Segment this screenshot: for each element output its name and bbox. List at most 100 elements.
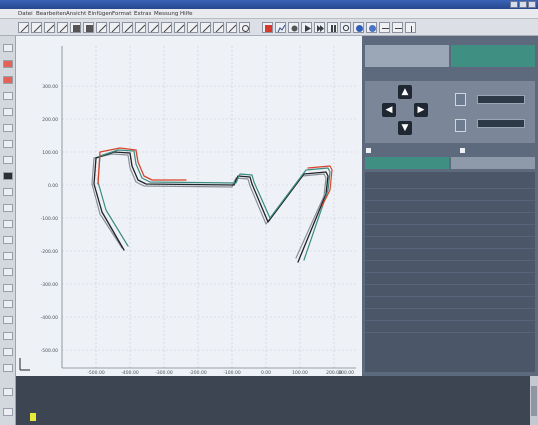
minimize-button[interactable] [510,1,518,8]
line-tool-8-icon[interactable] [187,22,198,33]
export-icon[interactable] [392,22,403,33]
result-row[interactable] [365,322,535,333]
line-tool-7-icon[interactable] [174,22,185,33]
line-tool-icon[interactable] [96,22,107,33]
palette-tool-pointer-icon[interactable] [3,44,13,52]
settings-icon[interactable] [288,22,299,33]
maximize-button[interactable] [519,1,527,8]
palette-tool-text-icon[interactable] [3,156,13,164]
menu-item-ansicht[interactable]: Ansicht [66,11,87,17]
palette-tool-zoom-icon[interactable] [3,252,13,260]
line-tool-6-icon[interactable] [161,22,172,33]
palette-tool-arc-icon[interactable] [3,108,13,116]
line-tool-4-icon[interactable] [135,22,146,33]
measure-icon[interactable] [239,22,250,33]
help-icon[interactable] [366,22,377,33]
menu-item-messung[interactable]: Messung [154,11,179,17]
result-row[interactable] [365,298,535,309]
line-tool-3-icon[interactable] [122,22,133,33]
menu-item-hilfe[interactable]: Hilfe [180,11,193,17]
palette-tool-pan-icon[interactable] [3,268,13,276]
palette-tool-snap-icon[interactable] [3,300,13,308]
palette-tool-angle-icon[interactable] [3,204,13,212]
fast-forward-icon[interactable] [314,22,325,33]
palette-tool-radius-icon[interactable] [3,220,13,228]
tab-left[interactable] [365,45,449,67]
checkbox-2[interactable] [460,148,467,154]
menu-item-datei[interactable]: Datei [18,11,33,17]
arrow-right-icon[interactable]: ▶ [414,103,428,117]
save-icon[interactable] [31,22,42,33]
y-tick-label: 300.00 [42,84,58,90]
result-row[interactable] [365,202,535,213]
tab-details[interactable] [451,157,535,169]
line-tool-11-icon[interactable] [226,22,237,33]
step-down-button[interactable] [455,119,466,132]
globe-icon[interactable] [353,22,364,33]
result-row[interactable] [365,238,535,249]
pause-icon[interactable] [327,22,338,33]
palette-tool-red-2-icon[interactable] [3,76,13,84]
result-row[interactable] [365,226,535,237]
palette-tool-line-icon[interactable] [3,92,13,100]
stop-icon[interactable] [262,22,273,33]
step-up-button[interactable] [455,93,466,106]
line-tool-2-icon[interactable] [109,22,120,33]
result-row[interactable] [365,190,535,201]
checkbox-1-box[interactable] [366,148,371,153]
grid-dense-icon[interactable] [83,22,94,33]
options-icon[interactable] [379,22,390,33]
menu-item-extras[interactable]: Extras [134,11,152,17]
palette-tool-extra-2-icon[interactable] [3,408,13,416]
chart-icon[interactable] [275,22,286,33]
close-button[interactable] [528,1,536,8]
palette-tool-circle-icon[interactable] [3,124,13,132]
scrollbar-thumb[interactable] [531,386,537,416]
line-tool-10-icon[interactable] [213,22,224,33]
checkbox-2-box[interactable] [460,148,465,153]
palette-tool-fill-icon[interactable] [3,172,13,180]
result-row[interactable] [365,286,535,297]
profile-graph[interactable]: 300.00 200.00 100.00 0.00 -100.00 -200.0… [16,36,362,376]
palette-tool-redo-icon[interactable] [3,364,13,372]
grid-icon[interactable] [70,22,81,33]
palette-tool-undo-icon[interactable] [3,348,13,356]
menu-item-bearbeiten[interactable]: Bearbeiten [36,11,67,17]
result-row[interactable] [365,262,535,273]
tab-right[interactable] [451,45,535,67]
value-field-2[interactable] [477,119,525,128]
print-icon[interactable] [44,22,55,33]
result-row[interactable] [365,178,535,189]
result-row[interactable] [365,310,535,321]
x-tick-label: -300.00 [155,370,173,376]
line-tool-5-icon[interactable] [148,22,159,33]
palette-tool-delete-icon[interactable] [3,332,13,340]
palette-tool-grid-icon[interactable] [3,284,13,292]
result-row[interactable] [365,214,535,225]
value-field-1[interactable] [477,95,525,104]
info-icon[interactable] [405,22,416,33]
palette-tool-distance-icon[interactable] [3,236,13,244]
palette-tool-red-icon[interactable] [3,60,13,68]
copy-icon[interactable] [57,22,68,33]
palette-tool-extra-icon[interactable] [3,388,13,396]
line-tool-9-icon[interactable] [200,22,211,33]
menu-item-format[interactable]: Format [112,11,132,17]
log-scrollbar[interactable] [530,376,538,425]
open-icon[interactable] [18,22,29,33]
menu-item-einfuegen[interactable]: Einfügen [88,11,113,17]
play-icon[interactable] [301,22,312,33]
zoom-icon[interactable] [340,22,351,33]
checkbox-1[interactable] [366,148,373,154]
arrow-down-icon[interactable]: ▼ [398,121,412,135]
result-row[interactable] [365,250,535,261]
arrow-up-icon[interactable]: ▲ [398,85,412,99]
log-highlight-line[interactable] [30,413,36,421]
result-row[interactable] [365,274,535,285]
arrow-left-icon[interactable]: ◀ [382,103,396,117]
palette-tool-point-icon[interactable] [3,140,13,148]
palette-tool-measure-icon[interactable] [3,188,13,196]
profile-graph-panel[interactable]: 300.00 200.00 100.00 0.00 -100.00 -200.0… [16,36,362,376]
tab-results[interactable] [365,157,449,169]
palette-tool-layer-icon[interactable] [3,316,13,324]
